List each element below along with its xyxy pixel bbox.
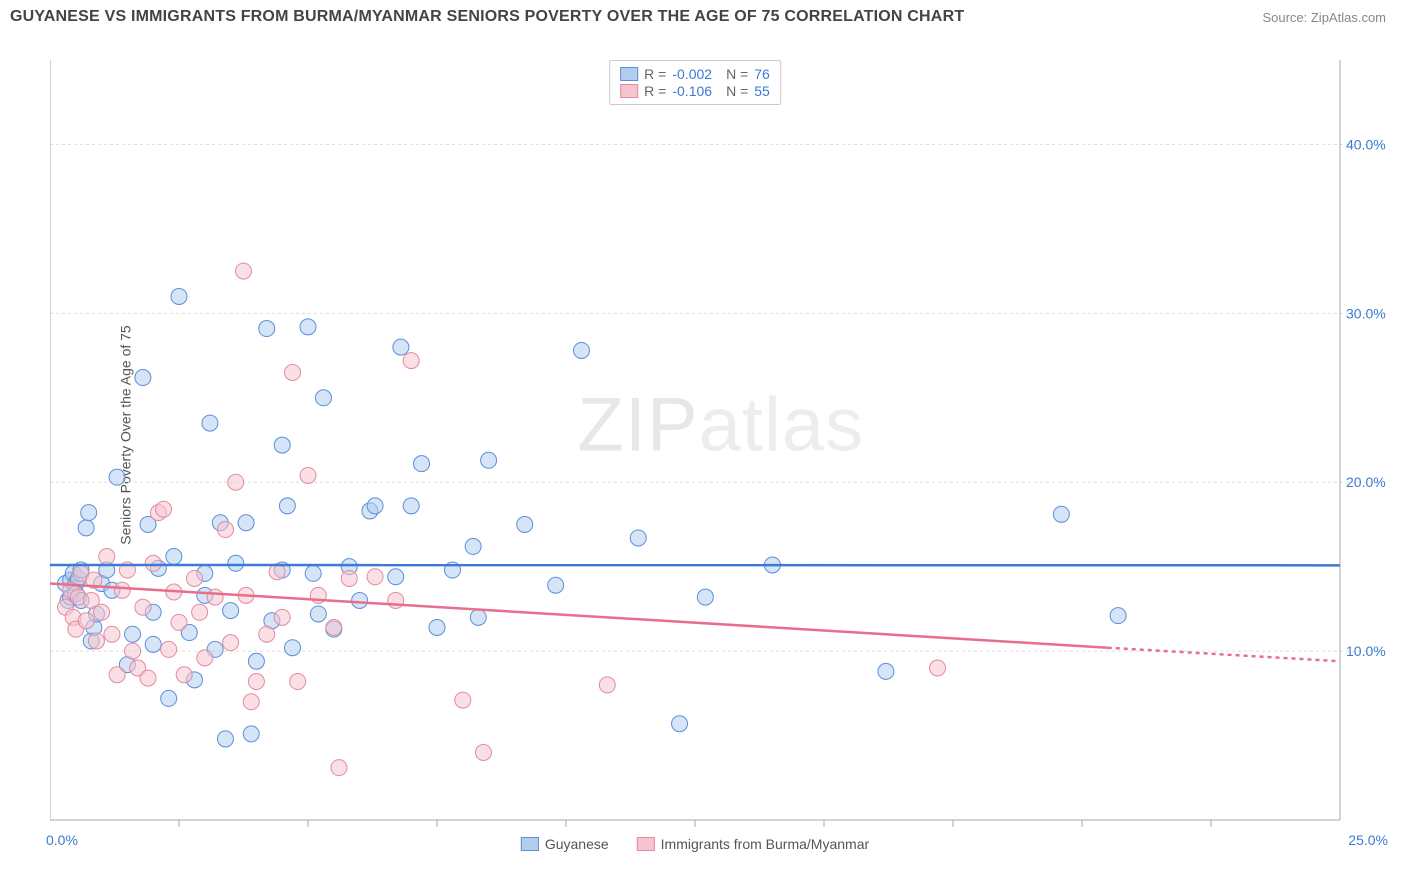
svg-text:20.0%: 20.0% [1346,474,1386,490]
svg-text:30.0%: 30.0% [1346,305,1386,321]
legend-row: R = -0.106 N = 55 [620,83,770,99]
plot-area: R = -0.002 N = 76 R = -0.106 N = 55 ZIPa… [50,60,1340,820]
legend-n-label: N = [726,66,748,82]
legend-n-label: N = [726,83,748,99]
legend-r-value: -0.002 [672,66,712,82]
svg-text:40.0%: 40.0% [1346,136,1386,152]
x-tick-min: 0.0% [46,832,78,848]
legend-swatch-pink [620,84,638,98]
legend-swatch-blue [620,67,638,81]
chart-title: GUYANESE VS IMMIGRANTS FROM BURMA/MYANMA… [10,8,964,26]
series-legend: Guyanese Immigrants from Burma/Myanmar [521,836,869,852]
chart-container: Seniors Poverty Over the Age of 75 R = -… [50,40,1390,830]
legend-series-label: Guyanese [545,836,609,852]
legend-series-label: Immigrants from Burma/Myanmar [661,836,869,852]
x-tick-max: 25.0% [1348,832,1388,848]
legend-r-value: -0.106 [672,83,712,99]
legend-swatch-blue [521,837,539,851]
legend-item: Guyanese [521,836,609,852]
legend-r-label: R = [644,66,666,82]
legend-n-value: 76 [754,66,770,82]
correlation-legend: R = -0.002 N = 76 R = -0.106 N = 55 [609,60,781,105]
legend-row: R = -0.002 N = 76 [620,66,770,82]
legend-swatch-pink [637,837,655,851]
svg-text:10.0%: 10.0% [1346,643,1386,659]
chart-svg: 10.0% 20.0% 30.0% 40.0% [50,60,1390,850]
source-label: Source: ZipAtlas.com [1262,10,1386,25]
legend-n-value: 55 [754,83,770,99]
legend-item: Immigrants from Burma/Myanmar [637,836,869,852]
legend-r-label: R = [644,83,666,99]
